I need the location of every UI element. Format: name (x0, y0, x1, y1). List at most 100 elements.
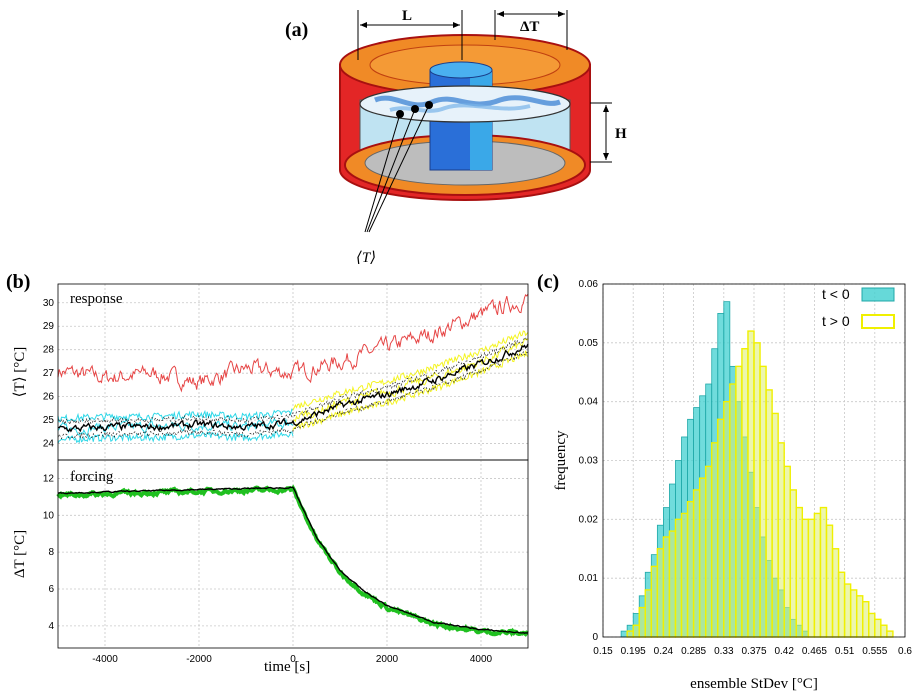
y-axis-label: frequency (553, 430, 569, 490)
bar-t-pos (843, 583, 852, 638)
forcing-plot: 4 6 8 10 12 ΔT [°C] -4000 -2000 0 2000 4000 (12, 459, 529, 665)
x-tick-label: -4000 (92, 654, 118, 665)
bar-t-pos (729, 383, 737, 638)
x-tick-label: 0.285 (681, 646, 706, 657)
bar-t-pos (789, 489, 797, 638)
bar-t-pos (813, 512, 822, 638)
forcing-label: forcing (70, 469, 114, 485)
bar-t-pos (783, 465, 791, 638)
bar-t-pos (819, 506, 828, 638)
x-tick-label: 0.24 (654, 646, 674, 657)
bar-t-pos (801, 518, 810, 638)
bar-t-pos (753, 342, 761, 638)
bar-t-pos (868, 612, 876, 638)
y-tick-label: 0.05 (579, 338, 599, 349)
response-plot: 24 25 26 27 28 29 30 ⟨T⟩ [°C] (12, 283, 529, 461)
probe-label: ⟨T⟩ (356, 250, 376, 266)
series-std-line (57, 336, 529, 426)
y-tick-label: 24 (43, 439, 55, 450)
bar-t-pos (644, 589, 653, 638)
legend-label: t > 0 (822, 313, 850, 329)
bar-t-pos (686, 500, 695, 638)
x-tick-label: -2000 (186, 654, 212, 665)
bar-t-pos (849, 589, 858, 638)
bar-t-pos (668, 530, 677, 638)
x-tick-label: 0.33 (714, 646, 734, 657)
legend: t < 0 t > 0 (822, 286, 895, 329)
bar-t-pos (795, 506, 804, 638)
bar-t-pos (650, 565, 659, 638)
x-tick-label: 0.51 (835, 646, 855, 657)
bar-t-pos (855, 595, 864, 638)
y-tick-label: 0.02 (579, 514, 599, 525)
y-tick-label: 25 (43, 415, 55, 426)
bar-t-pos (777, 442, 785, 638)
y-tick-label: 27 (43, 368, 55, 379)
y-tick-label: 29 (43, 321, 55, 332)
series-line (57, 293, 529, 393)
series-envelope (57, 408, 294, 423)
histogram-plot: 0.15 0.195 0.24 0.285 0.33 0.375 0.42 0.465 0.51… (553, 279, 912, 692)
bar-t-pos (656, 548, 665, 638)
bar-t-pos (632, 624, 640, 638)
bar-t-pos (765, 389, 773, 638)
series-line (57, 343, 529, 433)
panel-b: (b) 24 25 26 27 28 29 30 ⟨T⟩ [°C] 4 6 8 10 12 ΔT [°C… (6, 271, 529, 675)
panel-a-label: (a) (285, 19, 308, 41)
y-axis-label: ΔT [°C] (12, 530, 28, 578)
y-tick-label: 8 (48, 547, 54, 558)
bar-t-pos (638, 606, 646, 638)
bar-t-pos (704, 465, 713, 638)
y-tick-label: 10 (43, 510, 55, 521)
x-tick-label: 0.195 (621, 646, 646, 657)
y-tick-label: 30 (43, 298, 55, 309)
bar-t-pos (626, 630, 634, 638)
y-tick-label: 0.03 (579, 456, 599, 467)
x-tick-label: 0.375 (741, 646, 766, 657)
dim-H-label: H (615, 126, 627, 142)
bar-t-pos (735, 365, 743, 638)
series-line (57, 418, 294, 438)
plot-frame (57, 459, 529, 649)
legend-label: t < 0 (822, 286, 850, 302)
y-tick-label: 0.06 (579, 279, 599, 290)
series-std-line (57, 350, 529, 440)
y-tick-label: 4 (48, 621, 54, 632)
dim-L-label: L (402, 8, 412, 24)
y-tick-label: 12 (43, 473, 55, 484)
bar-t-pos (886, 630, 894, 638)
bar-t-pos (759, 365, 767, 638)
x-tick-label: 0.15 (593, 646, 613, 657)
x-tick-label: 0 (290, 654, 296, 665)
x-tick-label: 0.465 (802, 646, 827, 657)
legend-swatch (861, 314, 895, 329)
bar-t-pos (698, 477, 707, 638)
bar-t-pos (680, 512, 689, 638)
series-envelope (292, 330, 529, 411)
panel-a: (a) ⟨T⟩ L ΔT (285, 8, 627, 266)
bar-t-pos (825, 524, 834, 638)
y-tick-label: 0 (592, 632, 598, 643)
bar-t-pos (807, 518, 816, 638)
bar-t-pos (741, 348, 749, 638)
series-envelope (292, 350, 529, 431)
bar-t-pos (723, 400, 731, 638)
b-xlabel: time [s] (264, 659, 310, 675)
response-label: response (70, 291, 123, 307)
y-tick-label: 28 (43, 345, 55, 356)
bar-t-pos (771, 412, 779, 638)
bar-t-neg (620, 630, 628, 638)
bar-t-pos (874, 618, 882, 638)
y-tick-label: 26 (43, 392, 55, 403)
bar-t-pos (717, 418, 725, 638)
bar-t-pos (862, 601, 870, 638)
x-tick-label: 2000 (376, 654, 399, 665)
y-tick-label: 6 (48, 584, 54, 595)
x-axis-label: ensemble StDev [°C] (690, 676, 818, 692)
legend-swatch (861, 287, 895, 302)
series-envelope (57, 430, 294, 444)
bar-t-pos (880, 624, 888, 638)
series-line (57, 486, 529, 634)
bar-t-pos (674, 518, 683, 638)
y-axis-label: ⟨T⟩ [°C] (12, 347, 28, 398)
